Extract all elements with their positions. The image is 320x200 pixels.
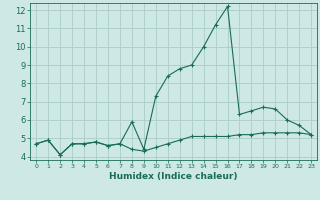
X-axis label: Humidex (Indice chaleur): Humidex (Indice chaleur) [109,172,238,181]
